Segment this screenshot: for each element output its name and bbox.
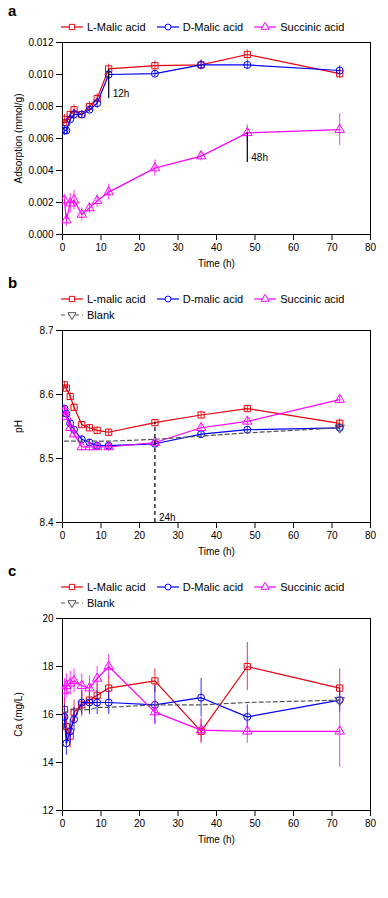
svg-text:20: 20 xyxy=(134,530,146,541)
svg-text:80: 80 xyxy=(365,242,377,253)
svg-text:80: 80 xyxy=(365,530,377,541)
svg-text:Ca (mg/L): Ca (mg/L) xyxy=(13,692,24,736)
svg-text:50: 50 xyxy=(249,530,261,541)
svg-text:Time (h): Time (h) xyxy=(198,834,235,845)
svg-text:20: 20 xyxy=(42,613,54,624)
svg-text:8.6: 8.6 xyxy=(40,389,54,400)
svg-text:40: 40 xyxy=(211,818,223,829)
svg-text:0.004: 0.004 xyxy=(28,165,53,176)
svg-text:12: 12 xyxy=(42,805,54,816)
svg-text:50: 50 xyxy=(249,818,261,829)
svg-text:70: 70 xyxy=(326,818,338,829)
svg-text:0.008: 0.008 xyxy=(28,101,53,112)
svg-text:50: 50 xyxy=(249,242,261,253)
svg-text:0: 0 xyxy=(60,818,66,829)
html-text:c: c xyxy=(8,562,17,579)
svg-text:30: 30 xyxy=(172,242,184,253)
svg-text:8.7: 8.7 xyxy=(40,325,54,336)
html-text:a: a xyxy=(8,2,17,19)
svg-text:10: 10 xyxy=(95,818,107,829)
html-text:Succinic acid: Succinic acid xyxy=(280,21,345,33)
svg-text:18: 18 xyxy=(42,661,54,672)
svg-text:16: 16 xyxy=(42,709,54,720)
html-text:L-malic acid: L-malic acid xyxy=(87,293,146,305)
html-text:L-Malic acid: L-Malic acid xyxy=(87,21,146,33)
svg-text:80: 80 xyxy=(365,818,377,829)
svg-text:48h: 48h xyxy=(251,152,268,163)
svg-text:30: 30 xyxy=(172,818,184,829)
svg-text:14: 14 xyxy=(42,757,54,768)
svg-text:40: 40 xyxy=(211,530,223,541)
html-text:D-Malic acid: D-Malic acid xyxy=(182,21,244,33)
html-text:Succinic acid: Succinic acid xyxy=(280,581,345,593)
svg-text:0: 0 xyxy=(60,530,66,541)
svg-text:0: 0 xyxy=(60,242,66,253)
html-text:L-Malic acid: L-Malic acid xyxy=(87,581,146,593)
svg-text:10: 10 xyxy=(95,530,107,541)
svg-text:20: 20 xyxy=(134,818,146,829)
svg-text:0.006: 0.006 xyxy=(28,133,53,144)
svg-text:70: 70 xyxy=(326,530,338,541)
svg-text:10: 10 xyxy=(95,242,107,253)
svg-text:Time (h): Time (h) xyxy=(198,546,235,557)
html-text:b: b xyxy=(8,274,18,291)
svg-text:20: 20 xyxy=(134,242,146,253)
svg-text:0.002: 0.002 xyxy=(28,197,53,208)
svg-text:12h: 12h xyxy=(113,88,130,99)
html-text:D-Malic acid: D-Malic acid xyxy=(182,581,244,593)
svg-text:Time (h): Time (h) xyxy=(198,258,235,269)
svg-text:0.012: 0.012 xyxy=(28,37,53,48)
svg-text:60: 60 xyxy=(288,242,300,253)
svg-text:40: 40 xyxy=(211,242,223,253)
html-text:Succinic acid: Succinic acid xyxy=(280,293,345,305)
svg-text:60: 60 xyxy=(288,530,300,541)
svg-text:8.4: 8.4 xyxy=(40,517,54,528)
html-text:D-malic acid: D-malic acid xyxy=(182,293,244,305)
svg-text:70: 70 xyxy=(326,242,338,253)
svg-text:24h: 24h xyxy=(159,512,176,523)
svg-text:Adsorption (mmol/g): Adsorption (mmol/g) xyxy=(13,93,24,183)
svg-text:30: 30 xyxy=(172,530,184,541)
svg-text:0.000: 0.000 xyxy=(28,229,53,240)
html-text:Blank: Blank xyxy=(87,597,115,609)
svg-text:0.010: 0.010 xyxy=(28,69,53,80)
svg-text:pH: pH xyxy=(13,420,24,433)
html-text:Blank: Blank xyxy=(87,309,115,321)
svg-text:60: 60 xyxy=(288,818,300,829)
svg-text:8.5: 8.5 xyxy=(40,453,54,464)
